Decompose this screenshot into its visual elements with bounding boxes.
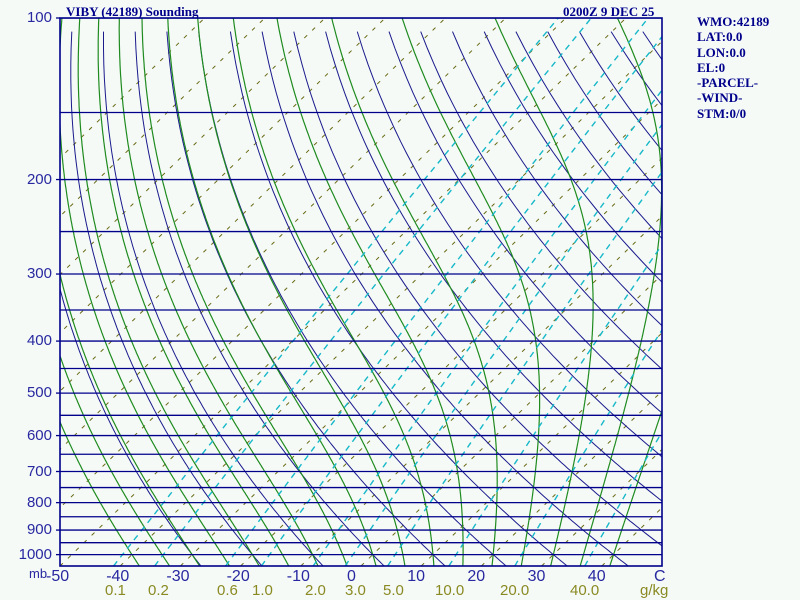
- mixing-ratio-unit-label: g/kg: [640, 582, 669, 599]
- isotherm-line: [60, 18, 446, 392]
- dry-adiabat-line: [60, 286, 202, 566]
- mixing-ratio-tick-label: 0.6: [217, 582, 238, 599]
- pressure-tick-label: 700: [26, 462, 52, 480]
- dry-adiabat-line: [70, 31, 263, 566]
- moist-adiabat-line: [232, 18, 435, 566]
- dry-adiabat-line: [134, 31, 385, 566]
- station-info-line: STM:0/0: [697, 105, 747, 121]
- moist-adiabat-line: [77, 18, 260, 566]
- pressure-unit-label: mb: [29, 566, 48, 581]
- moist-adiabat-line: [197, 18, 406, 566]
- dry-adiabat-line: [325, 31, 662, 502]
- moist-adiabat-line: [118, 18, 319, 566]
- mixing-ratio-line: [260, 35, 662, 566]
- moist-adiabat-line: [60, 354, 171, 566]
- moist-adiabat-line: [276, 18, 464, 566]
- pressure-tick-label: 500: [26, 384, 52, 402]
- mixing-ratio-line: [514, 328, 662, 566]
- temperature-tick-label: 20: [467, 568, 486, 585]
- dry-adiabat-line: [166, 31, 446, 566]
- temperature-tick-label: -50: [46, 568, 70, 585]
- mixing-ratio-line: [344, 123, 662, 566]
- mixing-ratio-tick-label: 0.1: [105, 582, 126, 599]
- dry-adiabat-line: [198, 31, 507, 566]
- moist-adiabat-line: [579, 18, 662, 566]
- dry-adiabat-line: [420, 31, 662, 370]
- pressure-tick-label: 300: [26, 265, 52, 283]
- isotherm-line: [60, 18, 506, 451]
- temperature-tick-label: -30: [166, 568, 190, 585]
- chart-title: VIBY (42189) Sounding: [66, 4, 199, 19]
- temperature-tick-label: 10: [407, 568, 425, 585]
- temperature-unit-label: C: [654, 568, 666, 585]
- mixing-ratio-line: [112, 18, 559, 566]
- isotherm-line: [60, 18, 266, 217]
- mixing-ratio-tick-label: 20.0: [500, 582, 530, 599]
- moist-adiabat-line: [60, 420, 140, 566]
- dry-adiabat-line: [293, 31, 662, 547]
- pressure-tick-label: 100: [26, 9, 52, 26]
- mixing-ratio-line: [225, 18, 649, 566]
- mixing-ratio-tick-label: 10.0: [435, 582, 465, 599]
- mixing-ratio-tick-label: 0.2: [148, 582, 169, 599]
- pressure-tick-label: 800: [26, 493, 52, 511]
- isotherm-line: [60, 18, 567, 509]
- temperature-tick-label: -20: [226, 568, 250, 585]
- moist-adiabat-line: [60, 18, 231, 566]
- pressure-tick-label: 600: [26, 426, 52, 444]
- station-info-line: WMO:42189: [697, 14, 770, 29]
- station-info-line: -PARCEL-: [697, 75, 759, 91]
- temperature-tick-label: 0: [347, 568, 356, 585]
- temperature-tick-label: 40: [587, 568, 606, 585]
- station-info-line: LON:0.0: [697, 44, 746, 60]
- isotherm-line: [60, 18, 326, 276]
- pressure-tick-label: 1000: [18, 545, 52, 563]
- station-info-line: LAT:0.0: [697, 29, 743, 45]
- pressure-tick-label: 400: [26, 332, 52, 350]
- chart-timestamp: 0200Z 9 DEC 25: [563, 4, 655, 19]
- dry-adiabat-line: [261, 31, 629, 566]
- moist-adiabat-line: [167, 18, 377, 566]
- moist-adiabat-line: [609, 408, 662, 566]
- station-info-line: EL:0: [697, 59, 726, 75]
- mixing-ratio-line: [448, 243, 662, 566]
- pressure-tick-label: 900: [26, 521, 52, 539]
- mixing-ratio-line: [312, 89, 662, 566]
- temperature-tick-label: 30: [527, 568, 546, 585]
- dry-adiabat-line: [483, 31, 662, 283]
- temperature-tick-label: -10: [286, 568, 310, 585]
- moist-adiabat-line: [331, 18, 498, 566]
- dry-adiabat-line: [388, 31, 662, 414]
- moist-adiabat-line: [60, 271, 201, 566]
- mixing-ratio-line: [584, 430, 662, 566]
- mixing-ratio-tick-label: 1.0: [252, 582, 273, 599]
- dry-adiabat-line: [103, 31, 324, 566]
- mixing-ratio-line: [154, 18, 592, 566]
- dry-adiabat-line: [356, 31, 662, 458]
- moist-adiabat-line: [401, 18, 541, 566]
- mixing-ratio-tick-label: 5.0: [383, 582, 404, 599]
- mixing-ratio-line: [387, 170, 662, 566]
- plot-frame: [59, 17, 663, 567]
- station-info-panel: WMO:42189 LAT:0.0 LON:0.0 EL:0 -PARCEL- -WIND…: [697, 14, 797, 121]
- mixing-ratio-tick-label: 2.0: [305, 582, 326, 599]
- dry-adiabat-line: [229, 31, 568, 566]
- isotherm-line: [60, 18, 205, 159]
- pressure-tick-label: 200: [26, 170, 52, 188]
- mixing-ratio-tick-label: 40.0: [570, 582, 600, 599]
- moist-adiabat-line: [494, 18, 594, 566]
- isotherm-line: [119, 40, 662, 566]
- station-info-line: -WIND-: [697, 90, 743, 106]
- mixing-ratio-tick-label: 3.0: [345, 582, 366, 599]
- temperature-tick-label: -40: [106, 568, 130, 585]
- moist-adiabat-line: [97, 18, 290, 566]
- dry-adiabat-line: [452, 31, 662, 327]
- moist-adiabat-line: [141, 18, 348, 566]
- isotherm-line: [60, 18, 386, 334]
